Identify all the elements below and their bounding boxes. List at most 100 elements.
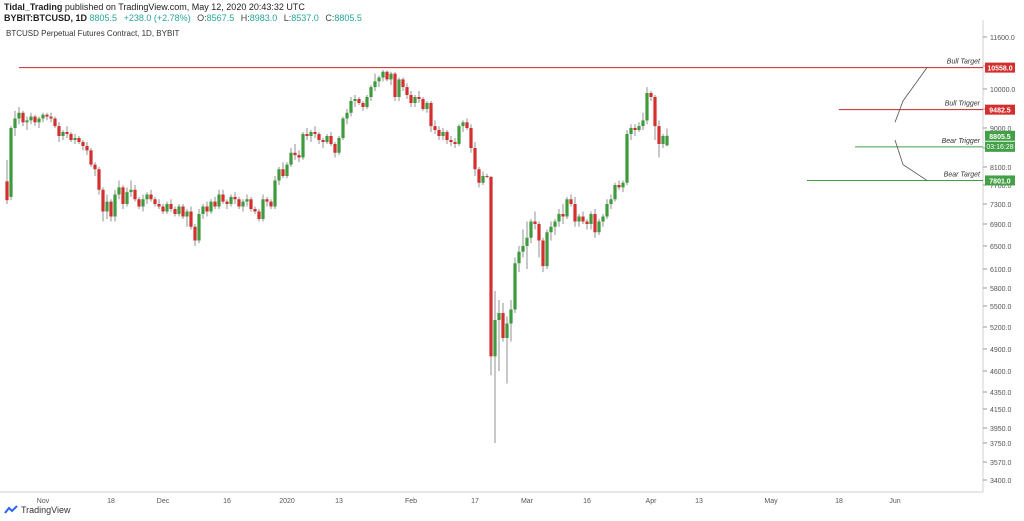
candle-body <box>297 155 301 158</box>
candle-body <box>553 221 557 227</box>
candle-body <box>181 206 185 217</box>
candle-body <box>505 323 509 338</box>
candle-body <box>133 189 137 200</box>
candle-body <box>401 79 405 88</box>
high-label: H: <box>240 13 250 23</box>
candle-body <box>441 132 445 136</box>
candle-body <box>141 199 145 207</box>
x-tick-label: 17 <box>471 498 479 505</box>
candle-body <box>425 103 429 109</box>
x-tick-label: May <box>764 498 778 505</box>
candle-body <box>389 73 393 80</box>
x-tick-label: Jun <box>889 498 900 505</box>
level-price-label: 9482.5 <box>989 108 1011 115</box>
x-tick-label: Feb <box>405 498 417 505</box>
candle-body <box>377 77 381 82</box>
candle-body <box>417 97 421 99</box>
candle-body <box>629 128 633 134</box>
candle-body <box>573 204 577 222</box>
candle-body <box>541 240 545 267</box>
last-price-tag <box>985 130 1015 141</box>
author-name[interactable]: Tidal_Trading <box>4 2 63 12</box>
low-label: L: <box>283 13 292 23</box>
candle-body <box>33 116 37 123</box>
candle-body <box>429 103 433 127</box>
last-price-value: 8805.5 <box>89 13 118 23</box>
candle-body <box>77 138 81 142</box>
candle-body <box>397 79 401 97</box>
candle-body <box>57 126 61 136</box>
candle-body <box>333 144 337 153</box>
countdown-tag <box>985 141 1015 151</box>
candle-body <box>381 71 385 78</box>
candle-body <box>509 309 513 324</box>
candle-body <box>221 194 225 202</box>
candle-body <box>277 169 281 181</box>
candle-body <box>557 214 561 222</box>
candle-body <box>617 185 621 188</box>
candle-body <box>521 246 525 252</box>
candle-body <box>549 226 553 233</box>
footer: TradingView <box>4 505 71 515</box>
candle-body <box>589 214 593 224</box>
candle-body <box>497 313 501 320</box>
y-tick-label: 5800.0 <box>990 286 1012 293</box>
candle-body <box>561 214 565 217</box>
level-name-label: Bull Trigger <box>945 101 981 108</box>
high-value: 8983.0 <box>249 13 278 23</box>
candle-body <box>205 206 209 212</box>
y-tick-label: 6100.0 <box>990 267 1012 274</box>
candle-body <box>313 132 317 134</box>
candle-body <box>241 201 245 207</box>
candle-body <box>653 97 657 127</box>
y-tick-label: 6500.0 <box>990 244 1012 251</box>
candle-body <box>65 132 69 134</box>
candle-body <box>605 204 609 217</box>
candle-body <box>493 320 497 357</box>
candle-body <box>473 148 477 170</box>
level-price-tag <box>985 175 1015 186</box>
candle-body <box>453 142 457 144</box>
open-label: O: <box>197 13 207 23</box>
close-value: 8805.5 <box>334 13 362 23</box>
y-tick-label: 3570.0 <box>990 460 1012 467</box>
candle-body <box>645 93 649 121</box>
candle-body <box>533 221 537 224</box>
candle-body <box>189 211 193 227</box>
y-tick-label: 11600.0 <box>990 35 1015 42</box>
candle-body <box>157 204 161 207</box>
candle-body <box>161 206 165 212</box>
candle-body <box>129 189 133 193</box>
candle-body <box>625 134 629 183</box>
candle-body <box>445 132 449 140</box>
candle-body <box>289 152 293 165</box>
chart-header: Tidal_Trading published on TradingView.c… <box>4 2 362 24</box>
candle-body <box>145 194 149 200</box>
candle-body <box>265 199 269 202</box>
candle-body <box>637 126 641 130</box>
candle-body <box>649 93 653 97</box>
x-tick-label: 18 <box>835 498 843 505</box>
candle-body <box>353 99 357 101</box>
y-tick-label: 3750.0 <box>990 441 1012 448</box>
candle-body <box>45 114 49 117</box>
y-tick-label: 4150.0 <box>990 407 1012 414</box>
countdown-label: 03:16:28 <box>986 144 1013 151</box>
bear-projection-arrow <box>894 139 928 181</box>
y-tick-label: 7700.0 <box>990 183 1012 190</box>
candle-body <box>501 313 505 338</box>
candle-body <box>149 194 153 200</box>
candle-body <box>273 180 277 207</box>
open-value: 8567.5 <box>206 13 235 23</box>
candle-body <box>257 211 261 219</box>
candle-body <box>529 221 533 238</box>
candle-body <box>657 126 661 144</box>
candle-body <box>93 164 97 170</box>
candle-body <box>233 196 237 200</box>
level-price-label: 10558.0 <box>987 66 1012 73</box>
candle-body <box>177 206 181 214</box>
level-name-label: Bear Trigger <box>942 138 981 145</box>
candle-body <box>601 216 605 222</box>
candle-body <box>477 169 481 183</box>
